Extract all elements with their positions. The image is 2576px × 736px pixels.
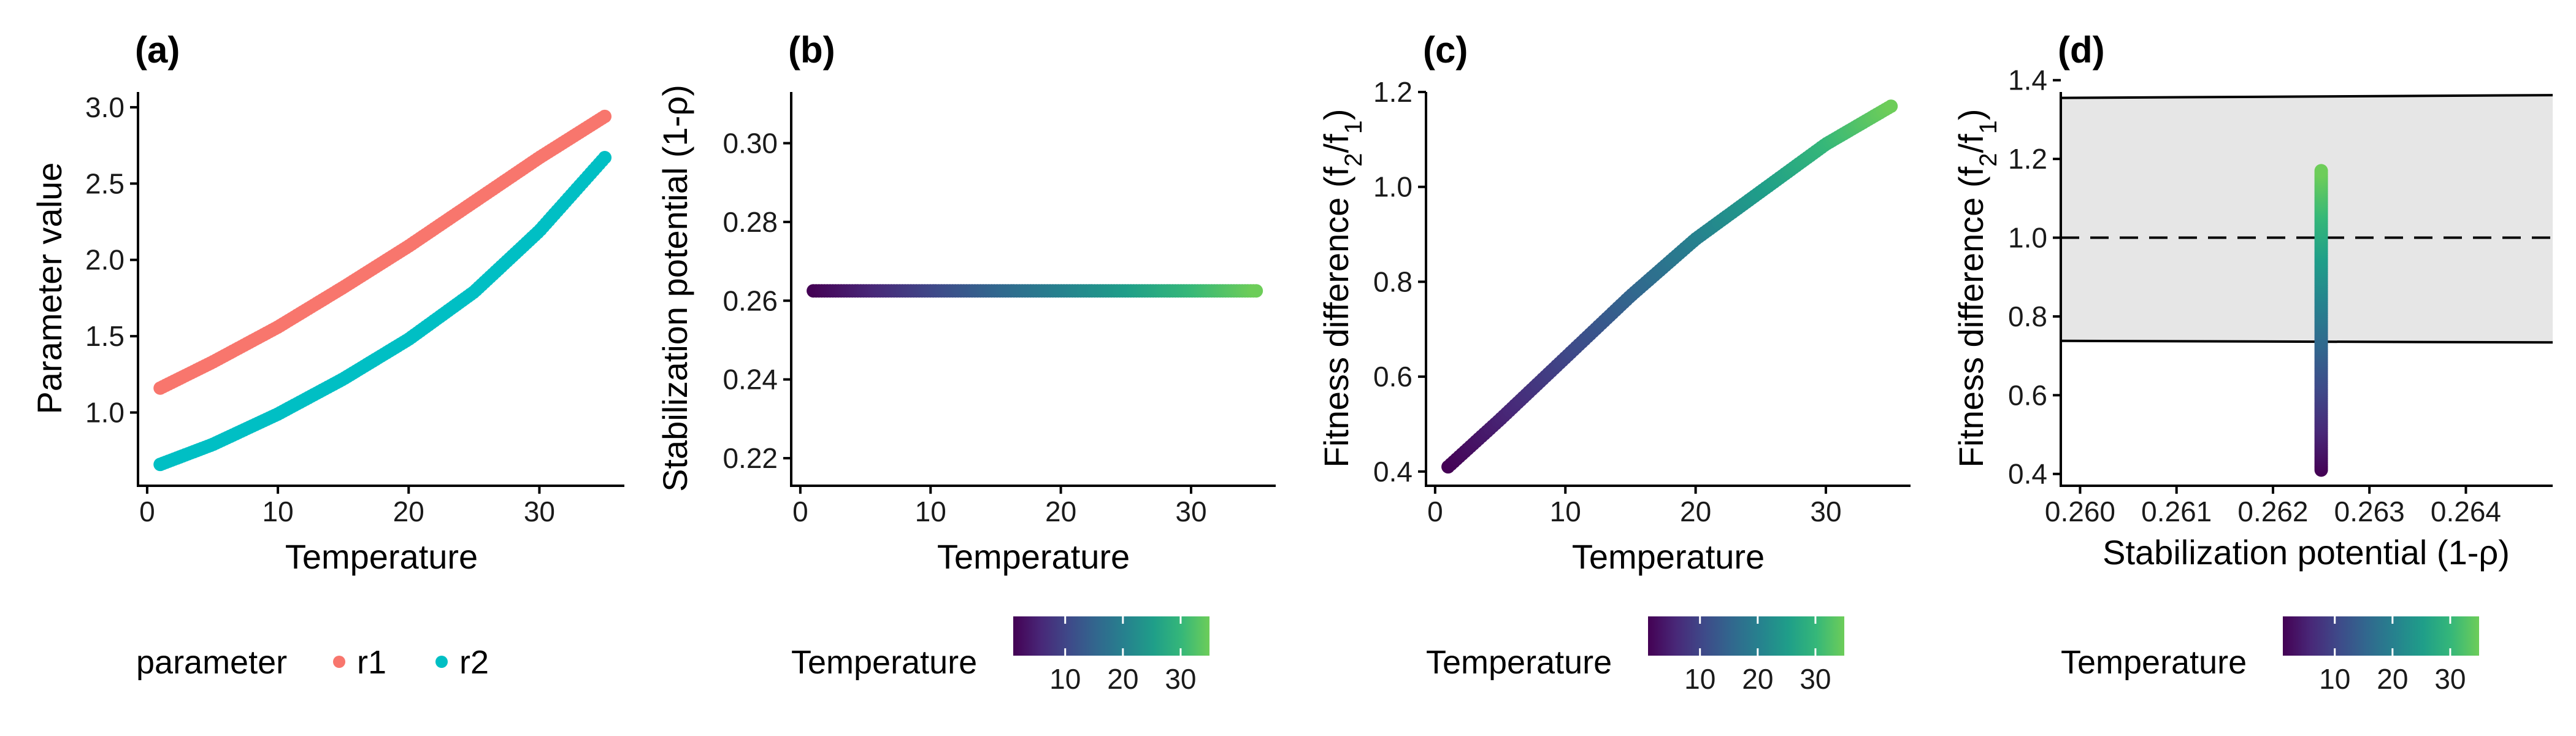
panel-a-xlabel: Temperature — [285, 537, 478, 576]
panel-c-x-tick-label: 20 — [1680, 496, 1711, 527]
panel-c-y-tick-label: 0.6 — [1373, 361, 1413, 393]
colorbar-tick-label: 30 — [2434, 663, 2466, 695]
colorbar-c-title: Temperature — [1426, 644, 1612, 681]
legend-r1-swatch — [333, 656, 345, 668]
colorbar-tick-label: 10 — [2319, 663, 2350, 695]
chart-marks: 0 10 20 30 1.0 1.5 2.0 2.5 3.0 0 10 20 30 0.22 0.24 0.2… — [85, 64, 2553, 695]
panel-a-y-tick-label: 2.0 — [85, 244, 125, 276]
panel-b-x-tick-label: 10 — [915, 496, 946, 527]
panel-d-y-tick-label: 1.0 — [2008, 222, 2047, 254]
panel-a-y-tick-label: 3.0 — [85, 91, 125, 123]
series-r2 — [153, 151, 612, 472]
panel-c-xlabel: Temperature — [1572, 537, 1765, 576]
legend-r1-label: r1 — [357, 644, 386, 681]
panel-a-y-tick-label: 2.5 — [85, 167, 125, 199]
panel-d-y-tick-label: 0.6 — [2008, 379, 2047, 411]
point-r2 — [598, 151, 612, 164]
panel-a-x-tick-label: 10 — [263, 496, 294, 527]
panel-a-x-tick-label: 30 — [524, 496, 555, 527]
panel-b-x-tick-label: 30 — [1175, 496, 1206, 527]
panel-d-xlabel: Stabilization potential (1-ρ) — [2103, 533, 2510, 572]
panel-d-ylabel: Fitness difference (f2/f1) — [1952, 109, 2002, 467]
colorbar-tick-label: 30 — [1165, 663, 1196, 695]
point-fitness — [1884, 99, 1898, 113]
panel-b-label: (b) — [788, 29, 835, 71]
colorbar-tick-label: 20 — [1742, 663, 1773, 695]
series-r1 — [153, 109, 612, 395]
panel-d-y-tick-label: 1.4 — [2008, 64, 2047, 96]
panel-c-y-tick-label: 0.4 — [1373, 456, 1413, 488]
legend-r2-label: r2 — [459, 644, 489, 681]
panel-c-ylabel: Fitness difference (f2/f1) — [1317, 109, 1367, 467]
panel-a-x-tick-label: 0 — [139, 496, 155, 527]
upper-boundary-line — [2060, 94, 2553, 99]
series-stabilization — [807, 284, 1263, 298]
panel-c-x-tick-label: 30 — [1810, 496, 1841, 527]
colorbar-d-title: Temperature — [2061, 644, 2247, 681]
legend-r2-swatch — [435, 656, 448, 668]
colorbar-d — [2283, 616, 2479, 656]
panel-c-y-tick-label: 1.2 — [1373, 76, 1413, 108]
panel-d-x-tick-label: 0.261 — [2141, 496, 2212, 527]
panel-b-y-tick-label: 0.26 — [723, 285, 778, 316]
coexistence-region — [2061, 95, 2553, 343]
colorbar-tick-label: 10 — [1049, 663, 1081, 695]
point-r1 — [598, 109, 612, 123]
panel-d-y-tick-label: 1.2 — [2008, 143, 2047, 175]
panel-c-label: (c) — [1423, 29, 1468, 71]
colorbar-tick-label: 20 — [2377, 663, 2408, 695]
colorbar-tick-label: 30 — [1800, 663, 1831, 695]
panel-b-y-tick-label: 0.30 — [723, 127, 778, 159]
panel-b-y-tick-label: 0.22 — [723, 442, 778, 474]
legend-title: parameter — [136, 644, 287, 681]
panel-a-x-tick-label: 20 — [393, 496, 424, 527]
colorbar-b-title: Temperature — [791, 644, 977, 681]
panel-a-y-tick-label: 1.0 — [85, 397, 125, 429]
panel-a-y-tick-label: 1.5 — [85, 320, 125, 352]
series-coexistence — [2314, 164, 2328, 477]
panel-b-x-tick-label: 20 — [1045, 496, 1076, 527]
panel-c-x-tick-label: 10 — [1550, 496, 1581, 527]
colorbar-b — [1013, 616, 1209, 656]
point-stabilization — [1249, 284, 1263, 298]
panel-d-x-tick-label: 0.264 — [2431, 496, 2501, 527]
panel-b-y-tick-label: 0.24 — [723, 364, 778, 396]
panel-d-x-tick-label: 0.260 — [2045, 496, 2115, 527]
series-fitness — [1441, 99, 1898, 474]
panel-d-x-tick-label: 0.262 — [2237, 496, 2308, 527]
panel-c-y-tick-label: 1.0 — [1373, 171, 1413, 203]
panel-b-y-tick-label: 0.28 — [723, 206, 778, 238]
panel-d-x-tick-label: 0.263 — [2334, 496, 2405, 527]
point-coexistence — [2314, 164, 2328, 178]
colorbar-tick-label: 20 — [1107, 663, 1138, 695]
colorbar-tick-label: 10 — [1684, 663, 1715, 695]
panel-d-label: (d) — [2058, 29, 2105, 71]
panel-a-ylabel: Parameter value — [30, 163, 69, 415]
colorbar-c — [1648, 616, 1844, 656]
lower-boundary-line — [2060, 339, 2553, 344]
panel-c-y-tick-label: 0.8 — [1373, 266, 1413, 297]
panel-b-xlabel: Temperature — [937, 537, 1130, 576]
panel-a-label: (a) — [135, 29, 180, 71]
panel-d-y-tick-label: 0.4 — [2008, 458, 2047, 490]
panel-b-x-tick-label: 0 — [792, 496, 808, 527]
panel-d-y-tick-label: 0.8 — [2008, 301, 2047, 332]
panel-c-x-tick-label: 0 — [1427, 496, 1443, 527]
panel-b-ylabel: Stabilization potential (1-ρ) — [656, 85, 694, 492]
